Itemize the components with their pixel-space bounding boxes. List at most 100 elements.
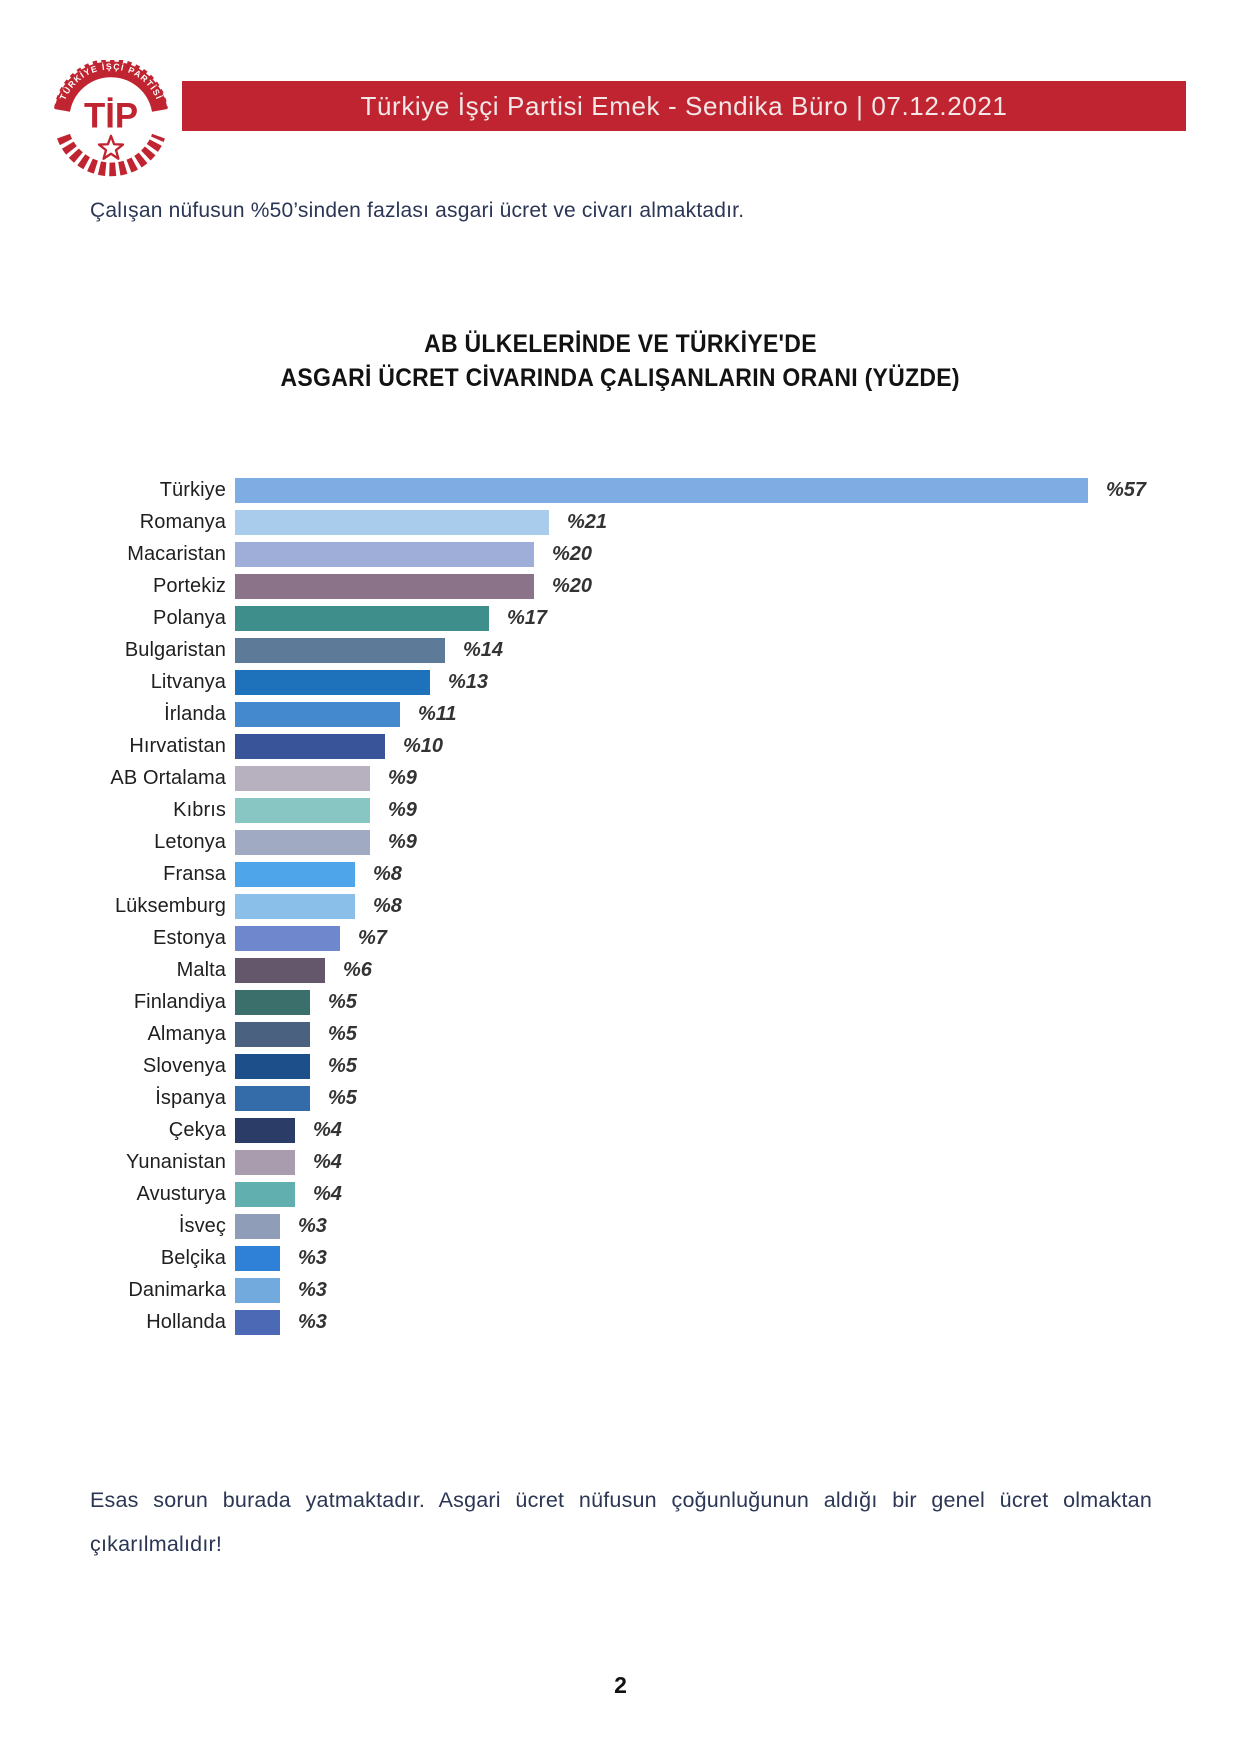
value-label: %13 [448,671,489,693]
value-label: %57 [1106,479,1147,501]
chart-row: İspanya %5 [0,1086,1146,1111]
value-label: %4 [313,1183,342,1205]
chart-row: İrlanda %11 [0,702,1146,727]
country-label: Yunanistan [126,1151,226,1173]
value-label: %14 [463,639,504,661]
country-label: İsveç [178,1215,226,1237]
country-label: AB Ortalama [110,767,226,789]
bar [235,766,370,791]
country-label: Estonya [153,927,226,949]
country-label: Finlandiya [133,991,226,1013]
chart-row: Finlandiya %5 [0,990,1146,1015]
country-label: Lüksemburg [114,895,226,917]
value-label: %7 [358,927,387,949]
bar-chart: Türkiye %57 Romanya %21 Macaristan %20 Porteki… [0,478,1146,1335]
bar [235,926,340,951]
value-label: %4 [313,1151,342,1173]
value-label: %5 [328,1087,357,1109]
bar [235,1022,310,1047]
chart-row: Kıbrıs %9 [0,798,1146,823]
bar [235,1278,280,1303]
chart-row: Belçika %3 [0,1246,1146,1271]
footer-paragraph: Esas sorun burada yatmaktadır. Asgari üc… [90,1488,1152,1556]
chart-row: Danimarka %3 [0,1278,1146,1303]
country-label: Hırvatistan [129,735,226,757]
country-label: Portekiz [152,575,226,597]
country-label: Türkiye [159,479,226,501]
country-label: Danimarka [128,1279,226,1301]
value-label: %5 [328,1055,357,1077]
bar [235,1214,280,1239]
chart-row: Türkiye %57 [0,478,1146,503]
bar [235,606,489,631]
logo-wreath-arc [57,133,165,177]
country-label: Avusturya [136,1183,226,1205]
country-label: Romanya [139,511,226,533]
country-label: Fransa [163,863,226,885]
chart-title-line2: ASGARİ ÜCRET CİVARINDA ÇALIŞANLARIN ORAN… [280,364,961,392]
logo-gear-teeth [54,58,168,110]
value-label: %20 [552,575,593,597]
country-label: Slovenya [142,1055,226,1077]
logo-gear-band [54,61,168,113]
chart-row: Almanya %5 [0,1022,1146,1047]
bar [235,478,1088,503]
value-label: %3 [298,1247,327,1269]
bar [235,670,430,695]
bar [235,734,385,759]
chart-row: Litvanya %13 [0,670,1146,695]
logo-star-icon [97,134,125,160]
country-label: Letonya [154,831,226,853]
chart-row: Malta %6 [0,958,1146,983]
value-label: %9 [388,799,417,821]
country-label: Kıbrıs [173,799,226,821]
chart-row: Lüksemburg %8 [0,894,1146,919]
value-label: %9 [388,767,417,789]
value-label: %3 [298,1311,327,1333]
country-label: Bulgaristan [124,639,226,661]
chart-row: Avusturya %4 [0,1182,1146,1207]
chart-row: Polanya %17 [0,606,1146,631]
bar [235,510,549,535]
country-label: Hollanda [146,1311,226,1333]
value-label: %5 [328,991,357,1013]
bar [235,1118,295,1143]
country-label: Polanya [153,607,226,629]
chart-row: Çekya %4 [0,1118,1146,1143]
bar [235,958,325,983]
chart-row: Slovenya %5 [0,1054,1146,1079]
chart-row: Yunanistan %4 [0,1150,1146,1175]
bar [235,862,355,887]
value-label: %3 [298,1215,327,1237]
tip-party-logo: TÜRKİYE İŞÇİ PARTİSİ TİP [52,58,170,178]
bar [235,542,534,567]
value-label: %8 [373,863,402,885]
bar [235,1150,295,1175]
chart-row: Hollanda %3 [0,1310,1146,1335]
value-label: %10 [403,735,444,757]
chart-row: Bulgaristan %14 [0,638,1146,663]
country-label: Litvanya [150,671,226,693]
header-title-bar: Türkiye İşçi Partisi Emek - Sendika Büro… [182,81,1186,131]
bar [235,1310,280,1335]
bar [235,1054,310,1079]
chart-row: Fransa %8 [0,862,1146,887]
header-title-text: Türkiye İşçi Partisi Emek - Sendika Büro… [360,90,1008,121]
tip-logo-icon: TÜRKİYE İŞÇİ PARTİSİ TİP [54,58,168,177]
value-label: %8 [373,895,402,917]
value-label: %3 [298,1279,327,1301]
bar [235,1086,310,1111]
country-label: Çekya [168,1119,226,1141]
chart-row: Romanya %21 [0,510,1146,535]
country-label: Almanya [147,1023,226,1045]
logo-tip-text: TİP [84,97,138,135]
page-number: 2 [614,1672,627,1698]
bar [235,798,370,823]
country-label: İspanya [155,1087,226,1109]
value-label: %5 [328,1023,357,1045]
value-label: %20 [552,543,593,565]
chart-row: Macaristan %20 [0,542,1146,567]
country-label: Belçika [160,1247,226,1269]
chart-row: Letonya %9 [0,830,1146,855]
bar [235,894,355,919]
